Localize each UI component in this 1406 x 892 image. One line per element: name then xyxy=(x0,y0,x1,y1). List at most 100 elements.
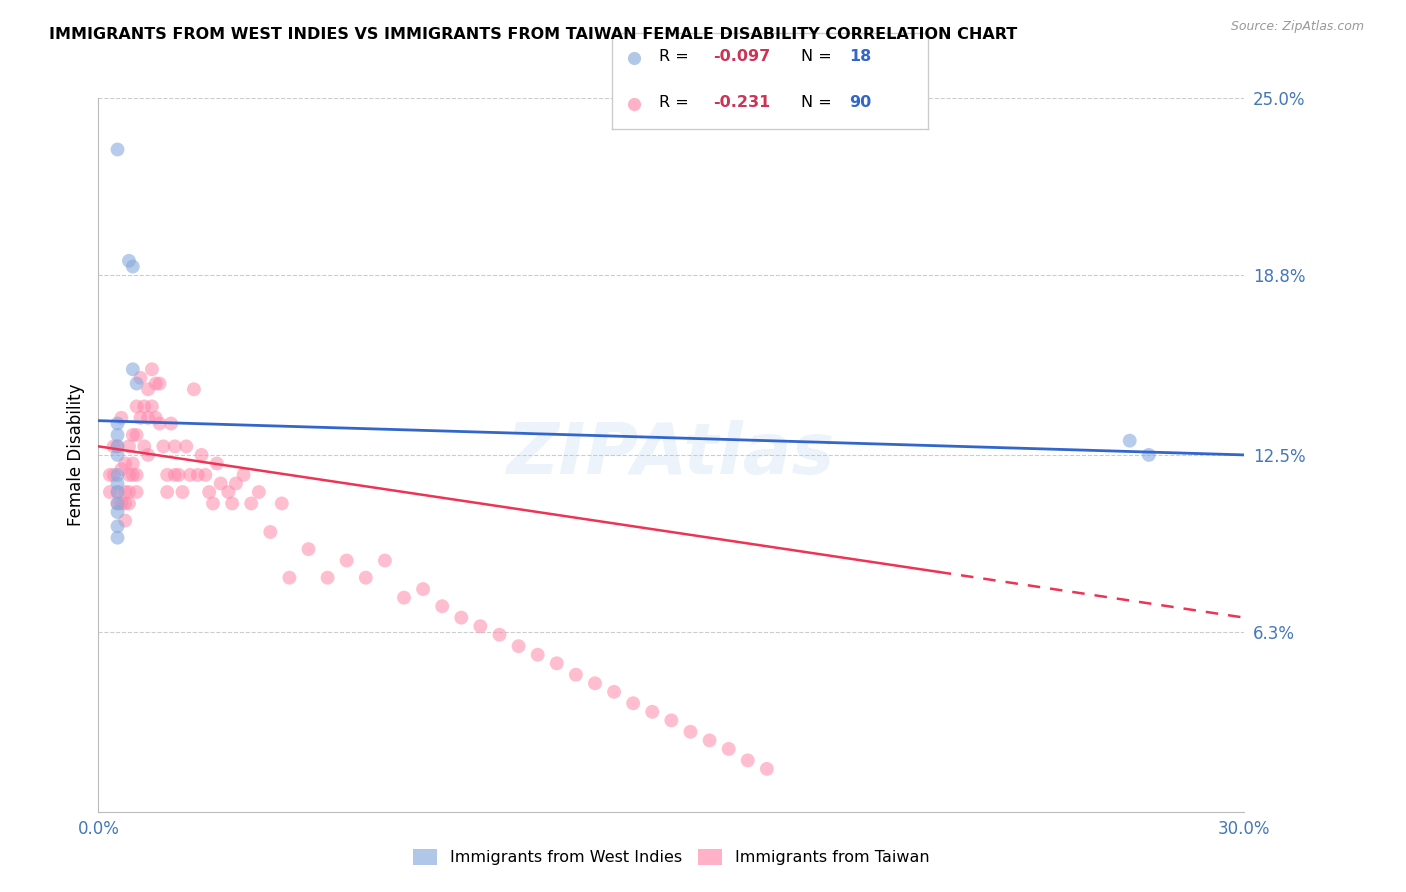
Point xyxy=(316,571,339,585)
Point xyxy=(118,485,141,500)
Point xyxy=(107,505,129,519)
Point xyxy=(179,467,201,482)
Point xyxy=(118,253,141,268)
Point xyxy=(118,496,141,510)
Point xyxy=(163,439,186,453)
Point xyxy=(114,457,136,471)
Point xyxy=(118,467,141,482)
Point xyxy=(565,667,588,681)
Point xyxy=(190,448,212,462)
Point xyxy=(167,467,190,482)
Point xyxy=(148,417,170,431)
Point xyxy=(679,724,702,739)
Point xyxy=(450,610,472,624)
Point xyxy=(583,676,606,690)
Point xyxy=(129,410,152,425)
Point xyxy=(107,485,129,500)
Text: IMMIGRANTS FROM WEST INDIES VS IMMIGRANTS FROM TAIWAN FEMALE DISABILITY CORRELAT: IMMIGRANTS FROM WEST INDIES VS IMMIGRANT… xyxy=(49,27,1018,42)
Point xyxy=(172,485,194,500)
Point xyxy=(121,467,143,482)
Point xyxy=(141,400,163,414)
Point xyxy=(134,439,156,453)
Point xyxy=(107,496,129,510)
Point xyxy=(121,260,143,274)
Point xyxy=(623,51,645,65)
Point xyxy=(336,553,359,567)
Point xyxy=(623,97,645,112)
Point xyxy=(160,417,183,431)
Point xyxy=(198,485,221,500)
Point xyxy=(217,485,239,500)
Point xyxy=(546,657,568,671)
Point xyxy=(145,410,167,425)
Legend: Immigrants from West Indies, Immigrants from Taiwan: Immigrants from West Indies, Immigrants … xyxy=(406,842,936,871)
Point xyxy=(717,742,740,756)
Text: ZIPAtlas: ZIPAtlas xyxy=(508,420,835,490)
Point xyxy=(125,428,148,442)
Text: Source: ZipAtlas.com: Source: ZipAtlas.com xyxy=(1230,20,1364,33)
Point xyxy=(156,485,179,500)
Point xyxy=(129,371,152,385)
Point xyxy=(121,362,143,376)
Point xyxy=(107,496,129,510)
Point xyxy=(103,439,125,453)
Point xyxy=(430,599,453,614)
Text: R =: R = xyxy=(659,49,695,64)
Point xyxy=(174,439,197,453)
Text: 18: 18 xyxy=(849,49,872,64)
Point xyxy=(470,619,492,633)
Point xyxy=(603,685,626,699)
Point xyxy=(125,400,148,414)
Point xyxy=(488,628,510,642)
Point xyxy=(107,531,129,545)
Point xyxy=(225,476,247,491)
Point xyxy=(247,485,270,500)
Point xyxy=(1119,434,1142,448)
Point xyxy=(661,714,683,728)
Point xyxy=(110,496,132,510)
Point xyxy=(508,639,530,653)
Point xyxy=(125,467,148,482)
Point xyxy=(392,591,415,605)
Point xyxy=(103,467,125,482)
Y-axis label: Female Disability: Female Disability xyxy=(66,384,84,526)
Point xyxy=(107,428,129,442)
Point xyxy=(202,496,225,510)
Point xyxy=(278,571,301,585)
Point xyxy=(98,485,121,500)
Point xyxy=(209,476,232,491)
Point xyxy=(205,457,228,471)
Point xyxy=(163,467,186,482)
Text: 90: 90 xyxy=(849,95,872,110)
Point xyxy=(526,648,548,662)
Point xyxy=(125,376,148,391)
Point xyxy=(107,439,129,453)
Text: N =: N = xyxy=(801,49,838,64)
Point xyxy=(641,705,664,719)
Point xyxy=(110,410,132,425)
Point xyxy=(114,496,136,510)
Point xyxy=(107,476,129,491)
Point xyxy=(107,143,129,157)
Point xyxy=(107,519,129,533)
Point xyxy=(118,439,141,453)
Point xyxy=(107,448,129,462)
Point xyxy=(699,733,721,747)
Point xyxy=(354,571,377,585)
Point xyxy=(1137,448,1160,462)
Point xyxy=(148,376,170,391)
Point xyxy=(270,496,292,510)
Point xyxy=(134,400,156,414)
Point xyxy=(621,696,644,710)
Point xyxy=(145,376,167,391)
Point xyxy=(121,457,143,471)
Text: -0.097: -0.097 xyxy=(713,49,770,64)
Text: -0.231: -0.231 xyxy=(713,95,770,110)
Point xyxy=(107,439,129,453)
Point xyxy=(121,428,143,442)
Point xyxy=(125,485,148,500)
Point xyxy=(141,362,163,376)
Point xyxy=(259,524,281,539)
Point xyxy=(297,542,319,557)
Point xyxy=(107,417,129,431)
